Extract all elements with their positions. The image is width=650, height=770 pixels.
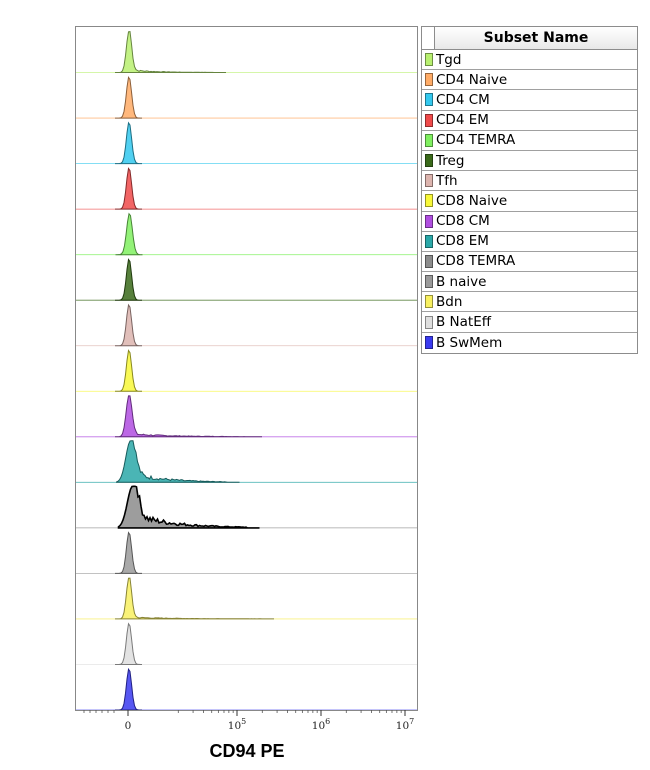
- legend-swatch: [425, 133, 433, 147]
- x-tick-label: 107: [396, 717, 414, 732]
- legend-label: CD4 CM: [436, 91, 490, 108]
- legend-swatch: [425, 73, 433, 87]
- legend-swatch: [425, 214, 433, 228]
- legend-label: CD4 TEMRA: [436, 132, 516, 149]
- histogram-cd8-temra: [117, 485, 260, 529]
- legend-label: CD8 TEMRA: [436, 253, 516, 270]
- legend-item: CD8 TEMRA: [422, 252, 637, 273]
- x-tick-label: 105: [228, 717, 246, 732]
- legend-item: Treg: [422, 151, 637, 172]
- legend-swatch: [425, 234, 433, 248]
- legend-item: CD8 CM: [422, 212, 637, 232]
- legend-label: B SwMem: [436, 334, 503, 351]
- histogram-treg: [115, 258, 142, 301]
- legend-item: CD8 Naive: [422, 191, 637, 212]
- legend-item: CD4 CM: [422, 90, 637, 111]
- legend-swatch: [425, 275, 433, 289]
- legend-label: CD8 Naive: [436, 192, 508, 209]
- legend-swatch: [425, 295, 433, 309]
- legend-item: CD8 EM: [422, 232, 637, 252]
- legend-item: CD4 EM: [422, 111, 637, 131]
- legend-swatch: [425, 154, 433, 168]
- legend-item: Tfh: [422, 171, 637, 192]
- legend-item: CD4 Naive: [422, 70, 637, 91]
- legend-label: Tgd: [436, 51, 462, 68]
- histogram-cd4-naive: [115, 75, 142, 119]
- plot-frame: [75, 26, 418, 711]
- legend-item: CD4 TEMRA: [422, 131, 637, 151]
- legend-swatch: [425, 53, 433, 67]
- histogram-cd4-temra: [115, 212, 143, 256]
- legend-swatch: [425, 254, 433, 268]
- legend-item: B NatEff: [422, 312, 637, 333]
- legend-label: B naive: [436, 273, 487, 290]
- legend-rows: Tgd CD4 Naive CD4 CM CD4 EM CD4 TEMRA Treg Tfh…: [422, 50, 637, 353]
- x-axis: 0 105 106 107: [83, 710, 414, 732]
- legend-item: Bdn: [422, 292, 637, 313]
- legend-header-swatch-col: [422, 27, 435, 49]
- legend-swatch: [425, 315, 433, 329]
- legend-label: CD8 CM: [436, 213, 490, 230]
- x-axis-label: CD94 PE: [209, 741, 284, 761]
- histogram-b-nateff: [115, 622, 142, 665]
- legend-title: Subset Name: [435, 27, 637, 49]
- x-tick-label: 106: [312, 717, 330, 732]
- legend-label: CD4 EM: [436, 112, 489, 129]
- histogram-bdn: [115, 577, 274, 620]
- legend-swatch: [425, 93, 433, 107]
- legend-label: Treg: [436, 152, 465, 169]
- legend-label: Bdn: [436, 293, 463, 310]
- legend-swatch: [425, 336, 433, 350]
- legend-item: B SwMem: [422, 333, 637, 353]
- legend-swatch: [425, 194, 433, 208]
- legend-label: Tfh: [436, 172, 458, 189]
- legend-label: CD8 EM: [436, 233, 489, 250]
- histogram-cd8-naive: [115, 349, 142, 392]
- legend-swatch: [425, 174, 433, 188]
- legend-swatch: [425, 113, 433, 127]
- legend-label: B NatEff: [436, 314, 492, 331]
- legend: Subset Name Tgd CD4 Naive CD4 CM CD4 EM CD4 …: [421, 26, 638, 354]
- legend-item: Tgd: [422, 50, 637, 71]
- legend-item: B naive: [422, 272, 637, 293]
- x-tick-label: 0: [125, 720, 132, 732]
- histogram-cd8-em: [116, 440, 240, 483]
- histogram-b-swmem: [115, 667, 142, 711]
- histogram-panels: [76, 31, 417, 711]
- histogram-cd4-em: [115, 167, 142, 210]
- histogram-tfh: [115, 303, 142, 347]
- histogram-cd4-cm: [115, 121, 142, 165]
- histogram-cd8-cm: [115, 395, 262, 438]
- histogram-b-naive: [115, 531, 142, 574]
- legend-label: CD4 Naive: [436, 71, 508, 88]
- histogram-tgd: [115, 31, 226, 73]
- legend-header: Subset Name: [422, 27, 637, 50]
